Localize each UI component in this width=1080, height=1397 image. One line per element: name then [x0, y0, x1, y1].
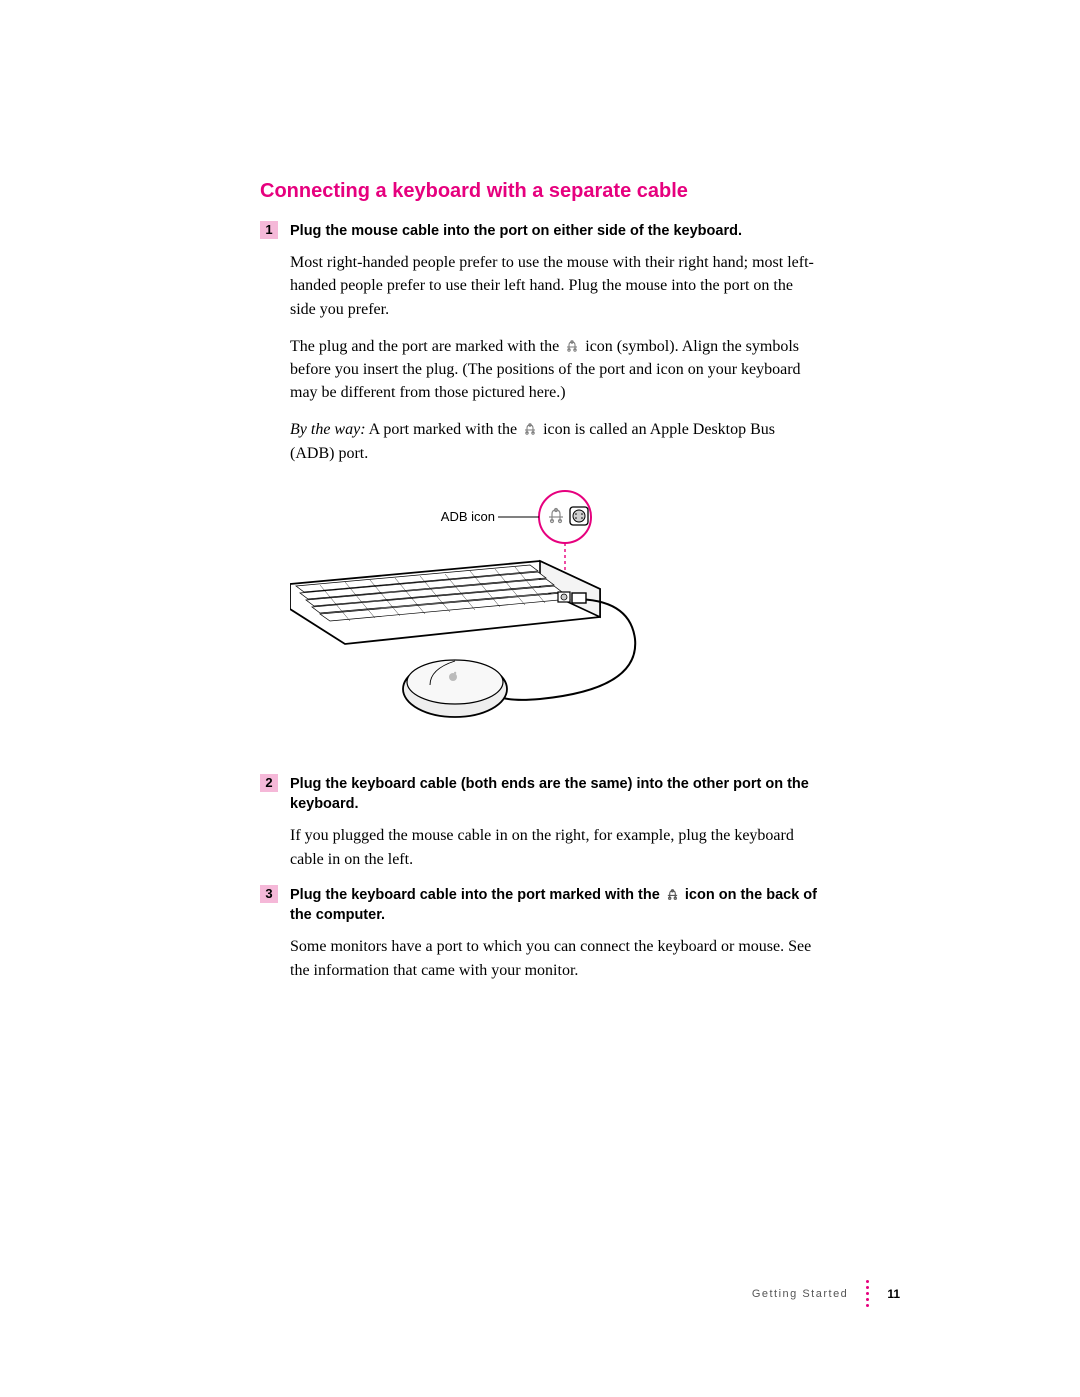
page-content: Connecting a keyboard with a separate ca…: [260, 180, 820, 996]
step-number: 3: [260, 885, 278, 903]
adb-icon: [666, 888, 679, 901]
step-3: 3 Plug the keyboard cable into the port …: [260, 885, 820, 926]
body-paragraph: By the way: A port marked with the icon …: [290, 418, 820, 464]
adb-icon: [565, 339, 579, 353]
body-paragraph: The plug and the port are marked with th…: [290, 335, 820, 405]
step-1: 1 Plug the mouse cable into the port on …: [260, 221, 820, 241]
step-2: 2 Plug the keyboard cable (both ends are…: [260, 774, 820, 815]
step-number: 1: [260, 221, 278, 239]
adb-icon: [523, 422, 537, 436]
mouse-illustration: [403, 660, 507, 717]
dot-separator: [866, 1280, 869, 1307]
text-fragment: A port marked with the: [366, 421, 522, 438]
text-fragment: The plug and the port are marked with th…: [290, 338, 563, 355]
step-title: Plug the mouse cable into the port on ei…: [290, 221, 820, 241]
footer-page-number: 11: [887, 1287, 900, 1301]
section-heading: Connecting a keyboard with a separate ca…: [260, 180, 820, 203]
body-paragraph: Some monitors have a port to which you c…: [290, 935, 820, 981]
adb-label: ADB icon: [441, 509, 495, 524]
page-footer: Getting Started 11: [752, 1280, 900, 1307]
keyboard-mouse-diagram: ADB icon: [290, 489, 670, 739]
footer-section: Getting Started: [752, 1288, 849, 1300]
step-title: Plug the keyboard cable into the port ma…: [290, 885, 820, 926]
step-number: 2: [260, 774, 278, 792]
step-title: Plug the keyboard cable (both ends are t…: [290, 774, 820, 815]
body-paragraph: Most right-handed people prefer to use t…: [290, 251, 820, 321]
body-paragraph: If you plugged the mouse cable in on the…: [290, 824, 820, 870]
text-fragment: Plug the keyboard cable into the port ma…: [290, 887, 664, 903]
callout-lead: By the way:: [290, 421, 366, 438]
keyboard-illustration: [290, 561, 600, 644]
